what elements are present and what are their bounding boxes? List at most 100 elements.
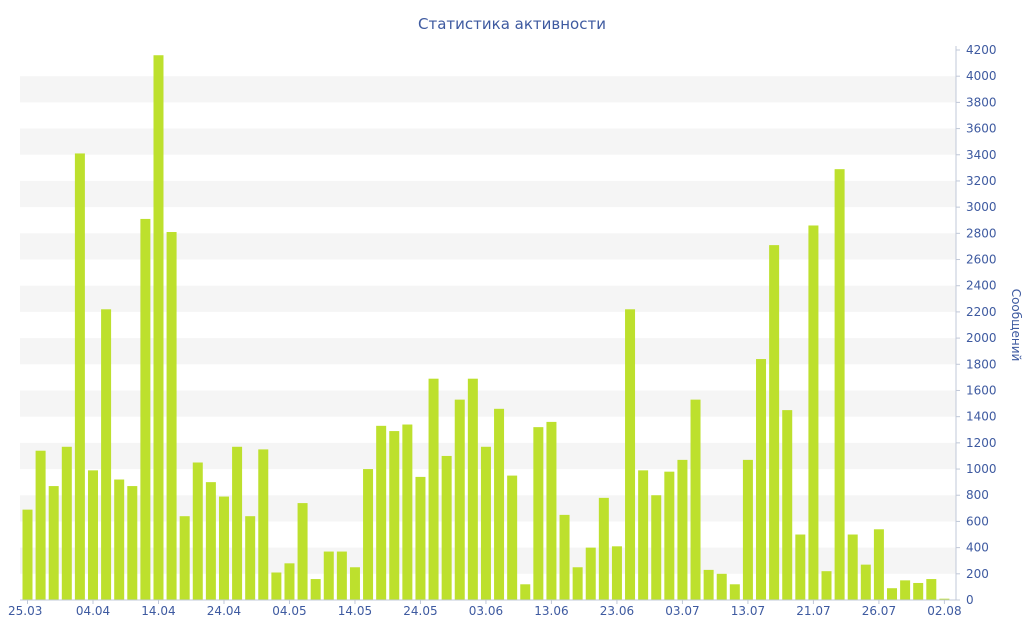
y-tick-label: 2600 [966, 253, 997, 267]
bar[interactable] [860, 564, 871, 600]
bar[interactable] [729, 584, 740, 600]
bar[interactable] [520, 584, 531, 600]
bar[interactable] [376, 425, 387, 600]
bar[interactable] [166, 232, 177, 600]
y-tick-label: 2800 [966, 226, 997, 240]
bar[interactable] [598, 497, 609, 600]
y-tick-label: 1000 [966, 462, 997, 476]
bar[interactable] [179, 516, 190, 600]
bar[interactable] [808, 225, 819, 601]
grid-band [20, 180, 956, 208]
x-tick-label: 14.05 [338, 604, 372, 618]
bar[interactable] [349, 567, 360, 600]
bar[interactable] [494, 408, 505, 600]
bar[interactable] [297, 503, 308, 600]
bar[interactable] [87, 470, 98, 600]
bars-group [22, 55, 950, 601]
bar[interactable] [363, 469, 374, 600]
bar[interactable] [533, 427, 544, 600]
y-tick-label: 400 [966, 541, 989, 555]
bar[interactable] [232, 446, 243, 600]
y-tick-label: 3200 [966, 174, 997, 188]
bar[interactable] [454, 399, 465, 600]
bar[interactable] [887, 588, 898, 600]
y-tick-label: 2000 [966, 331, 997, 345]
bar[interactable] [546, 421, 557, 600]
bar[interactable] [140, 218, 151, 600]
bar[interactable] [101, 309, 112, 600]
bar[interactable] [402, 424, 413, 600]
bar[interactable] [192, 462, 203, 601]
chart-title: Статистика активности [418, 15, 606, 33]
bar[interactable] [847, 534, 858, 600]
bar[interactable] [638, 470, 649, 600]
bar[interactable] [939, 598, 950, 600]
y-tick-label: 1200 [966, 436, 997, 450]
bar[interactable] [769, 245, 780, 600]
bar[interactable] [873, 529, 884, 600]
bar[interactable] [480, 446, 491, 600]
bar[interactable] [913, 582, 924, 600]
bar[interactable] [389, 431, 400, 600]
bar[interactable] [428, 378, 439, 600]
bar[interactable] [284, 563, 295, 600]
bar[interactable] [559, 514, 570, 600]
bar[interactable] [61, 446, 72, 600]
bar[interactable] [48, 486, 59, 600]
x-tick-label: 21.07 [796, 604, 830, 618]
x-tick-label: 04.05 [272, 604, 306, 618]
y-tick-label: 2400 [966, 279, 997, 293]
bar[interactable] [441, 455, 452, 600]
grid-band [20, 76, 956, 103]
bar[interactable] [336, 551, 347, 600]
bar[interactable] [926, 579, 937, 600]
y-tick-label: 2200 [966, 305, 997, 319]
bar[interactable] [310, 579, 321, 600]
bar[interactable] [22, 509, 33, 600]
bar[interactable] [664, 471, 675, 600]
bar[interactable] [900, 580, 911, 600]
bar[interactable] [467, 378, 478, 600]
bar[interactable] [611, 546, 622, 600]
bar[interactable] [245, 516, 256, 600]
bar[interactable] [271, 572, 282, 601]
bar[interactable] [507, 475, 518, 600]
bar[interactable] [585, 547, 596, 600]
y-tick-label: 3800 [966, 95, 997, 109]
x-tick-label: 25.03 [8, 604, 42, 618]
bar[interactable] [716, 573, 727, 600]
bar[interactable] [677, 459, 688, 600]
x-tick-label: 02.08 [927, 604, 961, 618]
bar[interactable] [821, 571, 832, 600]
bar[interactable] [205, 482, 216, 600]
bar[interactable] [218, 496, 229, 600]
bar[interactable] [153, 55, 164, 601]
bar[interactable] [572, 567, 583, 600]
y-tick-label: 3000 [966, 200, 997, 214]
bar[interactable] [127, 486, 138, 600]
y-tick-label: 1800 [966, 357, 997, 371]
y-tick-label: 800 [966, 488, 989, 502]
bar[interactable] [74, 153, 85, 600]
y-tick-label: 4200 [966, 43, 997, 57]
bar[interactable] [35, 450, 46, 600]
bar[interactable] [114, 479, 125, 600]
bar[interactable] [742, 459, 753, 600]
bar[interactable] [703, 569, 714, 600]
bar[interactable] [323, 551, 334, 600]
bar[interactable] [625, 309, 636, 600]
y-tick-label: 3400 [966, 148, 997, 162]
x-axis-ticks: 25.03 04.04 14.04 24.04 04.05 14.05 24.05 03.06… [8, 600, 962, 618]
bar[interactable] [258, 449, 269, 600]
bar[interactable] [756, 359, 767, 600]
bar[interactable] [690, 399, 701, 600]
grid-band [20, 128, 956, 155]
bar[interactable] [782, 410, 793, 600]
bar[interactable] [651, 495, 662, 600]
bar[interactable] [834, 169, 845, 601]
bar[interactable] [415, 476, 426, 600]
y-axis-ticks: 0 200 400 600 800 1000 1200 1400 1600 1800 2000 220… [956, 43, 997, 607]
x-tick-label: 24.05 [403, 604, 437, 618]
bar[interactable] [795, 534, 806, 600]
